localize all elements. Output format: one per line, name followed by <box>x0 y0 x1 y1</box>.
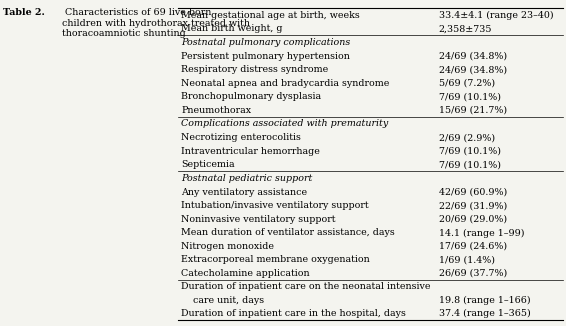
Text: Any ventilatory assistance: Any ventilatory assistance <box>181 188 307 197</box>
Text: Persistent pulmonary hypertension: Persistent pulmonary hypertension <box>181 52 350 61</box>
Text: 14.1 (range 1–99): 14.1 (range 1–99) <box>439 229 524 238</box>
Text: 24/69 (34.8%): 24/69 (34.8%) <box>439 52 507 61</box>
Text: Postnatal pediatric support: Postnatal pediatric support <box>181 174 312 183</box>
Text: Neonatal apnea and bradycardia syndrome: Neonatal apnea and bradycardia syndrome <box>181 79 389 88</box>
Text: Duration of inpatient care in the hospital, days: Duration of inpatient care in the hospit… <box>181 309 406 318</box>
Text: 19.8 (range 1–166): 19.8 (range 1–166) <box>439 296 530 305</box>
Text: Postnatal pulmonary complications: Postnatal pulmonary complications <box>181 38 350 47</box>
Text: 7/69 (10.1%): 7/69 (10.1%) <box>439 92 501 101</box>
Text: Intraventricular hemorrhage: Intraventricular hemorrhage <box>181 147 320 156</box>
Text: 7/69 (10.1%): 7/69 (10.1%) <box>439 147 501 156</box>
Text: Septicemia: Septicemia <box>181 160 235 169</box>
Text: Catecholamine application: Catecholamine application <box>181 269 310 278</box>
Text: 2,358±735: 2,358±735 <box>439 24 492 33</box>
Text: Nitrogen monoxide: Nitrogen monoxide <box>181 242 274 251</box>
Text: Mean birth weight, g: Mean birth weight, g <box>181 24 282 33</box>
Text: Pneumothorax: Pneumothorax <box>181 106 251 115</box>
Text: Extracorporeal membrane oxygenation: Extracorporeal membrane oxygenation <box>181 255 370 264</box>
Text: Respiratory distress syndrome: Respiratory distress syndrome <box>181 65 328 74</box>
Text: 17/69 (24.6%): 17/69 (24.6%) <box>439 242 507 251</box>
Text: 37.4 (range 1–365): 37.4 (range 1–365) <box>439 309 530 319</box>
Text: Characteristics of 69 live born
children with hydrothorax treated with
thoracoam: Characteristics of 69 live born children… <box>62 8 250 38</box>
Text: 5/69 (7.2%): 5/69 (7.2%) <box>439 79 495 88</box>
Text: 24/69 (34.8%): 24/69 (34.8%) <box>439 65 507 74</box>
Text: Noninvasive ventilatory support: Noninvasive ventilatory support <box>181 215 336 224</box>
Text: Duration of inpatient care on the neonatal intensive: Duration of inpatient care on the neonat… <box>181 282 431 291</box>
Text: Bronchopulmonary dysplasia: Bronchopulmonary dysplasia <box>181 92 321 101</box>
Text: 7/69 (10.1%): 7/69 (10.1%) <box>439 160 501 169</box>
Text: Mean duration of ventilator assistance, days: Mean duration of ventilator assistance, … <box>181 229 395 237</box>
Text: Complications associated with prematurity: Complications associated with prematurit… <box>181 119 388 128</box>
Text: Table 2.: Table 2. <box>3 8 45 17</box>
Text: 1/69 (1.4%): 1/69 (1.4%) <box>439 255 495 264</box>
Text: Necrotizing enterocolitis: Necrotizing enterocolitis <box>181 133 301 142</box>
Text: Intubation/invasive ventilatory support: Intubation/invasive ventilatory support <box>181 201 368 211</box>
Text: 42/69 (60.9%): 42/69 (60.9%) <box>439 188 507 197</box>
Text: 26/69 (37.7%): 26/69 (37.7%) <box>439 269 507 278</box>
Text: care unit, days: care unit, days <box>181 296 264 305</box>
Text: 15/69 (21.7%): 15/69 (21.7%) <box>439 106 507 115</box>
Text: 2/69 (2.9%): 2/69 (2.9%) <box>439 133 495 142</box>
Text: Mean gestational age at birth, weeks: Mean gestational age at birth, weeks <box>181 11 360 20</box>
Text: 22/69 (31.9%): 22/69 (31.9%) <box>439 201 507 211</box>
Text: 33.4±4.1 (range 23–40): 33.4±4.1 (range 23–40) <box>439 11 554 20</box>
Text: 20/69 (29.0%): 20/69 (29.0%) <box>439 215 507 224</box>
